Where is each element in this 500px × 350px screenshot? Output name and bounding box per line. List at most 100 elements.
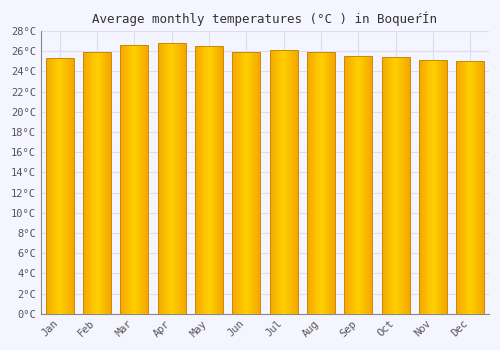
Bar <box>102 52 104 314</box>
Bar <box>461 61 462 314</box>
Bar <box>435 60 436 314</box>
Bar <box>46 58 74 314</box>
Bar <box>393 57 394 314</box>
Bar <box>55 58 56 314</box>
Bar <box>390 57 391 314</box>
Bar <box>182 43 183 314</box>
Bar <box>323 52 324 314</box>
Bar <box>168 43 169 314</box>
Bar <box>100 52 102 314</box>
Bar <box>276 50 277 314</box>
Bar <box>321 52 322 314</box>
Bar <box>359 56 360 314</box>
Bar <box>164 43 165 314</box>
Bar <box>96 52 97 314</box>
Bar <box>459 61 460 314</box>
Bar <box>174 43 176 314</box>
Bar <box>97 52 98 314</box>
Bar <box>331 52 332 314</box>
Bar <box>345 56 346 314</box>
Bar <box>246 52 247 314</box>
Bar <box>396 57 398 314</box>
Bar <box>466 61 468 314</box>
Bar <box>244 52 246 314</box>
Bar <box>50 58 51 314</box>
Bar <box>317 52 318 314</box>
Bar <box>184 43 186 314</box>
Bar <box>324 52 326 314</box>
Bar <box>468 61 469 314</box>
Bar <box>278 50 279 314</box>
Bar <box>137 45 138 314</box>
Bar <box>58 58 59 314</box>
Bar <box>71 58 72 314</box>
Bar <box>365 56 366 314</box>
Bar <box>401 57 402 314</box>
Bar <box>394 57 396 314</box>
Bar <box>284 50 286 314</box>
Bar <box>274 50 275 314</box>
Bar <box>434 60 435 314</box>
Bar <box>65 58 66 314</box>
Bar <box>238 52 239 314</box>
Bar <box>144 45 146 314</box>
Bar <box>288 50 289 314</box>
Bar <box>388 57 389 314</box>
Bar <box>70 58 71 314</box>
Bar <box>368 56 370 314</box>
Bar <box>344 56 345 314</box>
Bar <box>347 56 348 314</box>
Bar <box>221 46 222 314</box>
Bar <box>460 61 461 314</box>
Bar <box>158 43 186 314</box>
Bar <box>310 52 312 314</box>
Bar <box>200 46 202 314</box>
Bar <box>172 43 174 314</box>
Bar <box>198 46 200 314</box>
Bar <box>445 60 446 314</box>
Bar <box>286 50 288 314</box>
Bar <box>366 56 368 314</box>
Bar <box>254 52 256 314</box>
Bar <box>438 60 440 314</box>
Bar <box>391 57 392 314</box>
Bar <box>141 45 142 314</box>
Bar <box>333 52 334 314</box>
Bar <box>436 60 438 314</box>
Bar <box>204 46 205 314</box>
Bar <box>138 45 139 314</box>
Bar <box>83 52 84 314</box>
Bar <box>334 52 335 314</box>
Bar <box>364 56 365 314</box>
Bar <box>429 60 430 314</box>
Bar <box>431 60 432 314</box>
Bar <box>456 61 484 314</box>
Bar <box>422 60 424 314</box>
Bar <box>252 52 253 314</box>
Bar <box>84 52 85 314</box>
Bar <box>179 43 180 314</box>
Bar <box>235 52 236 314</box>
Bar <box>195 46 196 314</box>
Bar <box>462 61 463 314</box>
Bar <box>318 52 319 314</box>
Bar <box>177 43 178 314</box>
Bar <box>60 58 62 314</box>
Bar <box>428 60 429 314</box>
Bar <box>443 60 444 314</box>
Bar <box>127 45 128 314</box>
Bar <box>121 45 122 314</box>
Bar <box>250 52 251 314</box>
Bar <box>382 57 384 314</box>
Bar <box>109 52 110 314</box>
Bar <box>363 56 364 314</box>
Bar <box>92 52 93 314</box>
Bar <box>482 61 484 314</box>
Bar <box>358 56 359 314</box>
Bar <box>294 50 295 314</box>
Bar <box>124 45 125 314</box>
Bar <box>98 52 99 314</box>
Bar <box>202 46 203 314</box>
Bar <box>480 61 482 314</box>
Bar <box>309 52 310 314</box>
